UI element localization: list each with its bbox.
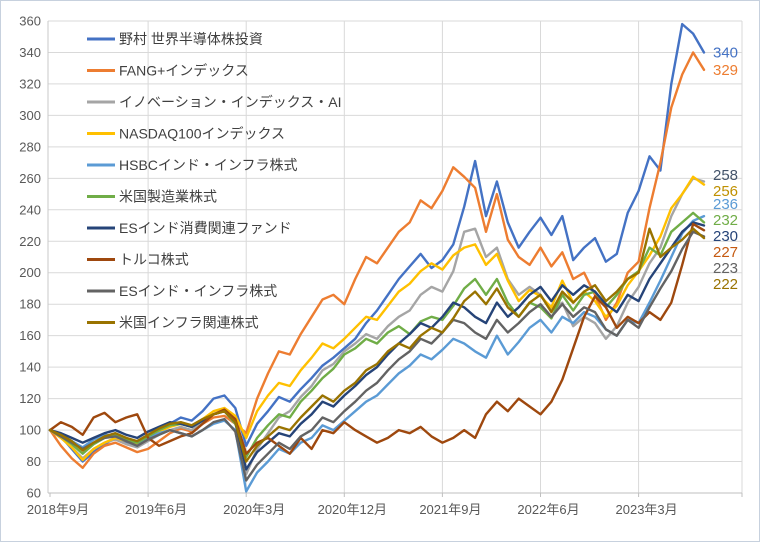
- legend-item: ESインド・インフラ株式: [87, 283, 277, 299]
- y-tick-label: 200: [19, 265, 41, 280]
- y-tick-label: 260: [19, 171, 41, 186]
- series-line: [48, 214, 706, 493]
- series-line: [48, 51, 706, 469]
- y-tick-label: 60: [27, 486, 41, 501]
- gridlines: [48, 20, 743, 494]
- y-tick-label: 140: [19, 360, 41, 375]
- y-tick-label: 280: [19, 139, 41, 154]
- y-tick-label: 80: [27, 454, 41, 469]
- series-line: [48, 175, 706, 462]
- x-tick-label: 2020年12月: [318, 502, 387, 517]
- legend-label: FANG+インデックス: [119, 63, 249, 79]
- series-line: [48, 227, 706, 463]
- y-tick-label: 300: [19, 108, 41, 123]
- legend-label: NASDAQ100インデックス: [119, 126, 285, 142]
- end-value-label: 256: [713, 183, 738, 200]
- x-tick-label: 2020年3月: [223, 502, 285, 517]
- y-tick-label: 360: [19, 14, 41, 29]
- end-value-label: 223: [713, 260, 738, 277]
- y-tick-label: 100: [19, 423, 41, 438]
- legend-label: イノベーション・インデックス・AI: [119, 94, 342, 110]
- end-value-label: 222: [713, 276, 738, 293]
- series-line: [48, 222, 706, 455]
- y-axis-labels: 60 80 100 120 140 160 180 200 220 240 260 280 300 320…: [19, 14, 41, 501]
- legend-item: イノベーション・インデックス・AI: [87, 94, 342, 110]
- x-tick-label: 2023年3月: [616, 502, 678, 517]
- end-value-label: 258: [713, 167, 738, 184]
- end-value-label: 340: [713, 44, 738, 61]
- end-value-label: 236: [713, 196, 738, 213]
- x-tick-label: 2018年9月: [27, 502, 89, 517]
- legend-label: ESインド・インフラ株式: [119, 283, 277, 299]
- legend-item: 米国製造業株式: [87, 189, 217, 205]
- legend-label: 野村 世界半導体株投資: [119, 31, 263, 47]
- x-tick-label: 2019年6月: [125, 502, 187, 517]
- legend-label: 米国インフラ関連株式: [119, 315, 259, 331]
- legend-label: HSBCインド・インフラ株式: [119, 157, 297, 173]
- series-line: [48, 230, 706, 482]
- end-value-label: 232: [713, 212, 738, 229]
- end-value-label: 329: [713, 62, 738, 79]
- x-tick-label: 2021年9月: [419, 502, 481, 517]
- legend-label: トルコ株式: [119, 252, 189, 268]
- legend-item: 米国インフラ関連株式: [87, 315, 259, 331]
- y-tick-label: 220: [19, 234, 41, 249]
- y-tick-label: 120: [19, 391, 41, 406]
- series-line: [48, 221, 706, 471]
- y-tick-label: 240: [19, 202, 41, 217]
- legend-label: 米国製造業株式: [119, 189, 217, 205]
- end-value-label: 230: [713, 228, 738, 245]
- y-tick-label: 160: [19, 328, 41, 343]
- legend-item: HSBCインド・インフラ株式: [87, 157, 297, 173]
- y-tick-label: 180: [19, 297, 41, 312]
- x-tick-label: 2022年6月: [517, 502, 579, 517]
- y-tick-label: 320: [19, 76, 41, 91]
- axes: [47, 21, 743, 497]
- end-value-label: 227: [713, 244, 738, 261]
- x-axis-labels: 2018年9月 2019年6月 2020年3月 2020年12月 2021年9月 2022…: [27, 502, 678, 517]
- legend-item: ESインド消費関連ファンド: [87, 220, 292, 236]
- legend-item: 野村 世界半導体株投資: [87, 31, 263, 47]
- legend-label: ESインド消費関連ファンド: [119, 220, 292, 236]
- legend-item: FANG+インデックス: [87, 63, 249, 79]
- legend-item: トルコ株式: [87, 252, 189, 268]
- series-lines: [48, 22, 706, 493]
- y-tick-label: 340: [19, 45, 41, 60]
- legend-item: NASDAQ100インデックス: [87, 126, 285, 142]
